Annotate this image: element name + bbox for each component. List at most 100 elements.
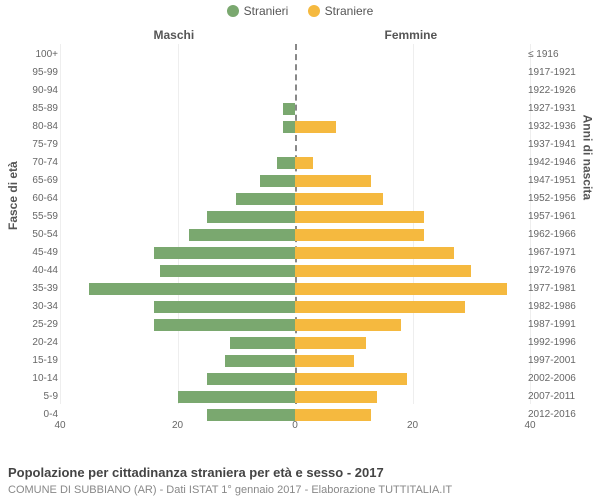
age-row <box>60 84 530 102</box>
age-row <box>60 102 530 120</box>
y-left-label: 0-4 <box>26 409 58 420</box>
bar-female <box>295 247 454 259</box>
legend-label-female: Straniere <box>325 4 374 18</box>
y-left-label: 45-49 <box>26 247 58 258</box>
bar-female <box>295 211 424 223</box>
age-row <box>60 300 530 318</box>
column-title-female: Femmine <box>385 28 438 42</box>
bar-female <box>295 121 336 133</box>
age-row <box>60 192 530 210</box>
x-axis: 402002040 <box>60 420 530 434</box>
x-tick-label: 20 <box>172 420 183 431</box>
y-right-label: 1942-1946 <box>528 157 584 168</box>
y-right-label: 1927-1931 <box>528 103 584 114</box>
y-right-label: ≤ 1916 <box>528 49 584 60</box>
y-right-label: 1952-1956 <box>528 193 584 204</box>
bar-male <box>283 121 295 133</box>
y-left-label: 10-14 <box>26 373 58 384</box>
bar-female <box>295 175 371 187</box>
y-right-label: 1922-1926 <box>528 85 584 96</box>
legend-swatch-male <box>227 5 239 17</box>
y-left-label: 55-59 <box>26 211 58 222</box>
y-left-label: 95-99 <box>26 67 58 78</box>
age-row <box>60 228 530 246</box>
legend-item-female: Straniere <box>308 4 374 18</box>
legend-item-male: Stranieri <box>227 4 289 18</box>
bar-female <box>295 283 507 295</box>
bar-female <box>295 301 465 313</box>
bar-female <box>295 319 401 331</box>
age-row <box>60 246 530 264</box>
y-right-label: 2002-2006 <box>528 373 584 384</box>
age-row <box>60 48 530 66</box>
y-right-label: 1932-1936 <box>528 121 584 132</box>
age-row <box>60 264 530 282</box>
column-title-male: Maschi <box>154 28 195 42</box>
age-row <box>60 138 530 156</box>
age-row <box>60 210 530 228</box>
y-right-label: 1937-1941 <box>528 139 584 150</box>
chart-subtitle: COMUNE DI SUBBIANO (AR) - Dati ISTAT 1° … <box>8 484 452 496</box>
y-right-label: 2012-2016 <box>528 409 584 420</box>
y-left-label: 90-94 <box>26 85 58 96</box>
x-tick-label: 40 <box>54 420 65 431</box>
legend-label-male: Stranieri <box>244 4 289 18</box>
legend: Stranieri Straniere <box>0 4 600 20</box>
y-right-label: 1917-1921 <box>528 67 584 78</box>
age-row <box>60 318 530 336</box>
bar-female <box>295 355 354 367</box>
age-row <box>60 156 530 174</box>
gridline <box>530 44 531 404</box>
age-row <box>60 66 530 84</box>
y-left-label: 85-89 <box>26 103 58 114</box>
y-left-label: 100+ <box>26 49 58 60</box>
y-right-label: 1957-1961 <box>528 211 584 222</box>
bar-female <box>295 265 471 277</box>
y-left-label: 35-39 <box>26 283 58 294</box>
bar-male <box>160 265 295 277</box>
bar-male <box>225 355 296 367</box>
bar-female <box>295 157 313 169</box>
y-right-label: 1947-1951 <box>528 175 584 186</box>
y-axis-left-title: Fasce di età <box>6 161 20 230</box>
y-right-label: 1967-1971 <box>528 247 584 258</box>
bar-male <box>154 247 295 259</box>
chart-title: Popolazione per cittadinanza straniera p… <box>8 465 384 480</box>
y-left-label: 65-69 <box>26 175 58 186</box>
y-left-label: 70-74 <box>26 157 58 168</box>
bar-male <box>283 103 295 115</box>
bar-male <box>178 391 296 403</box>
y-left-label: 15-19 <box>26 355 58 366</box>
y-left-label: 25-29 <box>26 319 58 330</box>
bar-male <box>154 319 295 331</box>
bar-male <box>236 193 295 205</box>
age-row <box>60 390 530 408</box>
bar-female <box>295 391 377 403</box>
y-left-label: 80-84 <box>26 121 58 132</box>
bar-male <box>189 229 295 241</box>
y-left-label: 30-34 <box>26 301 58 312</box>
bar-female <box>295 337 366 349</box>
bar-female <box>295 193 383 205</box>
y-left-label: 40-44 <box>26 265 58 276</box>
bar-female <box>295 373 407 385</box>
y-right-label: 1972-1976 <box>528 265 584 276</box>
y-left-label: 50-54 <box>26 229 58 240</box>
age-row <box>60 372 530 390</box>
legend-swatch-female <box>308 5 320 17</box>
y-left-label: 20-24 <box>26 337 58 348</box>
y-right-label: 1987-1991 <box>528 319 584 330</box>
age-row <box>60 174 530 192</box>
age-row <box>60 354 530 372</box>
y-left-label: 60-64 <box>26 193 58 204</box>
bar-male <box>230 337 295 349</box>
y-right-label: 1997-2001 <box>528 355 584 366</box>
bar-male <box>277 157 295 169</box>
bar-male <box>207 373 295 385</box>
y-right-label: 1962-1966 <box>528 229 584 240</box>
bar-male <box>154 301 295 313</box>
x-tick-label: 20 <box>407 420 418 431</box>
y-right-label: 1982-1986 <box>528 301 584 312</box>
x-tick-label: 40 <box>524 420 535 431</box>
age-row <box>60 120 530 138</box>
